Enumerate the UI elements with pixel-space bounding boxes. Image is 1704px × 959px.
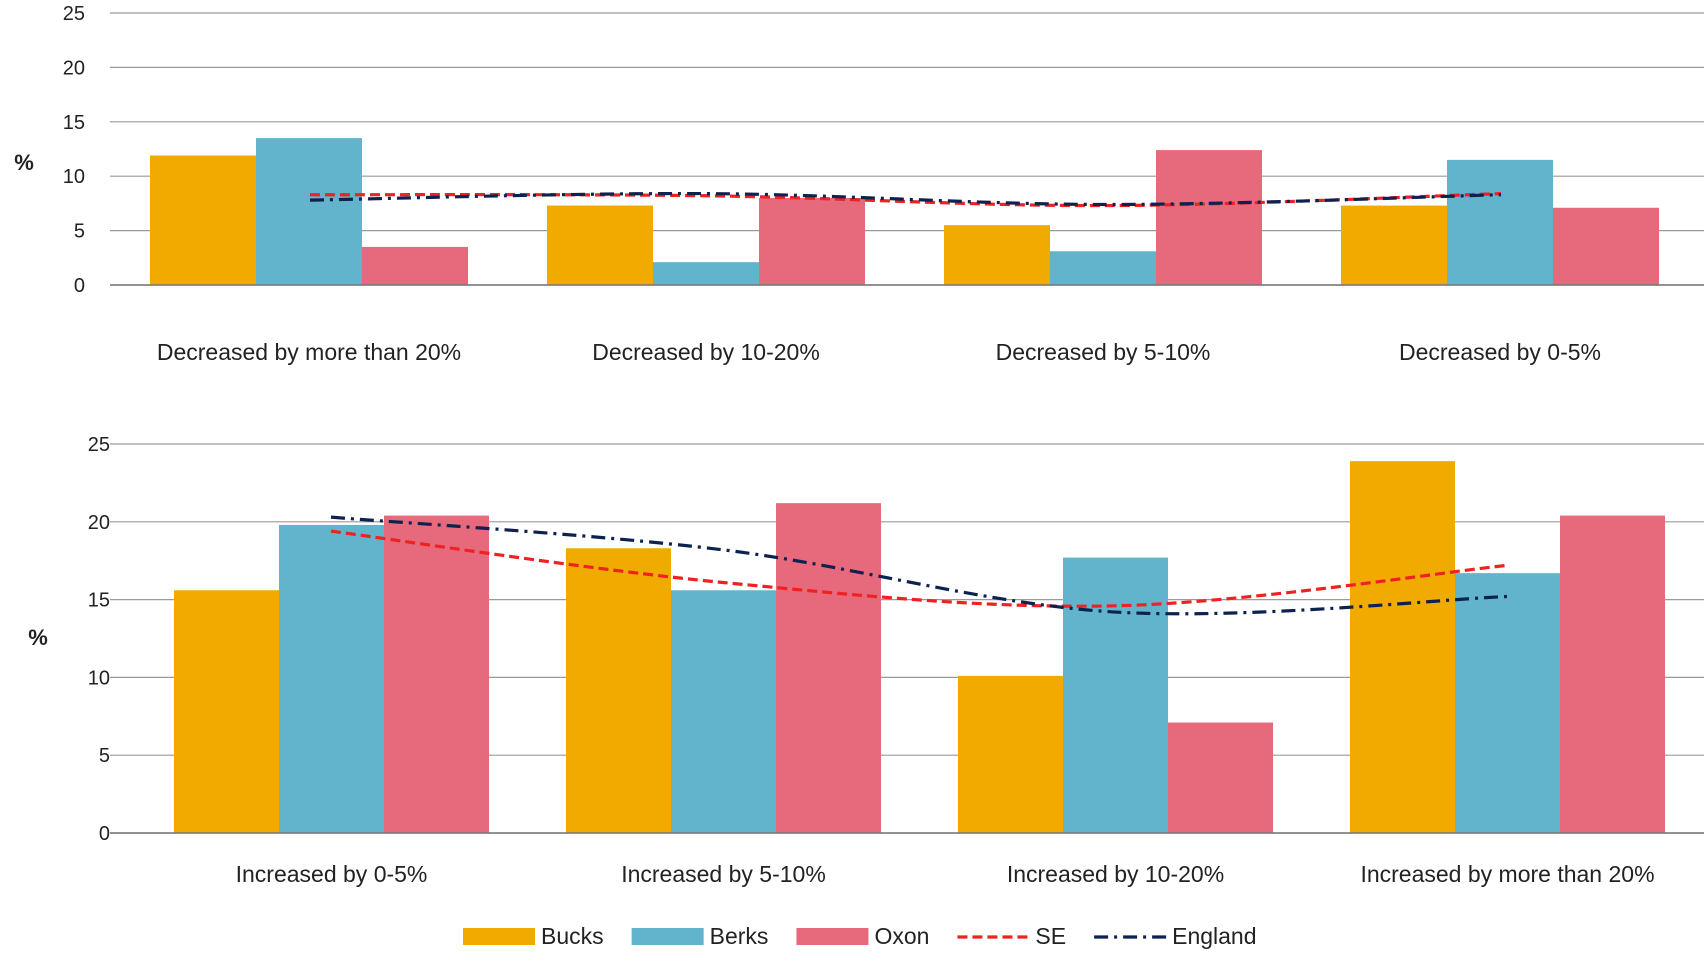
y-tick-label: 5 [99,745,110,767]
series-line-england [309,191,1502,207]
bar-bucks-increased-by-0-5 [174,590,279,833]
series-line-se [309,192,1502,208]
legend-label: Berks [710,923,769,949]
y-tick-label: 0 [99,823,110,845]
y-tick-label: 25 [88,434,110,456]
legend-label: England [1172,923,1256,949]
series-line-england [330,515,1508,616]
bar-bucks-decreased-by-more-than-20 [150,155,256,285]
x-category-label: Increased by 10-20% [1007,861,1224,887]
x-category-label: Decreased by 10-20% [592,339,820,365]
y-axis-label: % [28,625,48,650]
bar-berks-decreased-by-10-20 [653,262,759,285]
bar-berks-decreased-by-5-10 [1050,251,1156,285]
bar-oxon-decreased-by-10-20 [759,197,865,285]
bar-oxon-increased-by-more-than-20 [1560,515,1665,833]
bar-oxon-decreased-by-5-10 [1156,150,1262,285]
legend-label: Oxon [874,923,929,949]
x-category-label: Increased by more than 20% [1360,861,1654,887]
legend-swatch [631,928,704,945]
chart-panel-increased: 0 5 10 15 20 25% Increased by 0-5% Increased by… [28,434,1704,887]
x-category-label: Increased by 0-5% [236,861,428,887]
y-tick-label: 10 [63,166,85,188]
legend-item-oxon: Oxon [796,923,929,949]
chart-panel-decreased: 0 5 10 15 20 25% Decreased by more than 20% Dec… [14,3,1704,365]
x-category-label: Decreased by more than 20% [157,339,461,365]
bar-bucks-decreased-by-0-5 [1341,205,1447,285]
legend-item-berks: Berks [631,923,769,949]
legend-swatch [463,928,535,945]
bar-oxon-decreased-by-0-5 [1553,207,1659,285]
y-tick-label: 20 [63,57,85,79]
legend-item-se: SE [957,923,1066,949]
legend-swatch [796,928,869,945]
y-tick-label: 25 [63,3,85,25]
y-axis-label: % [14,150,34,175]
bar-berks-increased-by-5-10 [671,590,776,833]
bar-oxon-increased-by-0-5 [384,515,489,833]
legend-label: SE [1035,923,1066,949]
bar-oxon-decreased-by-more-than-20 [362,246,468,285]
legend-item-bucks: Bucks [463,923,604,949]
bar-berks-decreased-by-more-than-20 [256,138,362,285]
bar-berks-increased-by-more-than-20 [1455,573,1560,833]
y-tick-label: 15 [88,590,110,612]
legend-item-england: England [1094,923,1257,949]
y-tick-label: 5 [74,221,85,243]
bar-bucks-increased-by-10-20 [958,675,1063,833]
chart-legend: Bucks Berks Oxon SE England [463,923,1257,949]
bar-bucks-decreased-by-10-20 [547,205,653,285]
y-tick-label: 20 [88,512,110,534]
y-tick-label: 10 [88,667,110,689]
bar-bucks-decreased-by-5-10 [944,225,1050,285]
series-line-se [330,529,1508,608]
bar-bucks-increased-by-5-10 [566,548,671,833]
y-tick-label: 0 [74,275,85,297]
y-tick-label: 15 [63,112,85,134]
bar-berks-decreased-by-0-5 [1447,159,1553,285]
x-category-label: Decreased by 5-10% [996,339,1211,365]
bar-berks-increased-by-10-20 [1063,557,1168,833]
bar-oxon-increased-by-5-10 [776,503,881,833]
bar-oxon-increased-by-10-20 [1168,722,1273,833]
bar-berks-increased-by-0-5 [279,524,384,833]
bar-bucks-increased-by-more-than-20 [1350,461,1455,833]
x-category-label: Decreased by 0-5% [1399,339,1601,365]
x-category-label: Increased by 5-10% [621,861,826,887]
legend-label: Bucks [541,923,604,949]
